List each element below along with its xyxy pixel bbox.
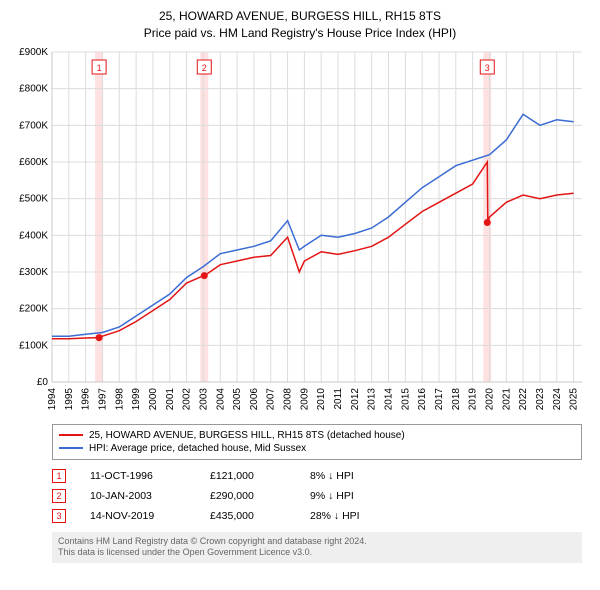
svg-text:2008: 2008 xyxy=(283,387,294,410)
svg-text:2024: 2024 xyxy=(552,387,563,410)
sale-date: 14-NOV-2019 xyxy=(90,510,210,522)
svg-text:2018: 2018 xyxy=(451,387,462,410)
svg-text:£500K: £500K xyxy=(19,193,48,204)
attribution: Contains HM Land Registry data © Crown c… xyxy=(52,532,582,563)
svg-text:£800K: £800K xyxy=(19,83,48,94)
legend-label: 25, HOWARD AVENUE, BURGESS HILL, RH15 8T… xyxy=(89,430,405,441)
svg-text:£900K: £900K xyxy=(19,48,48,58)
sale-delta: 28% ↓ HPI xyxy=(310,510,360,522)
svg-text:2003: 2003 xyxy=(198,387,209,410)
legend-swatch xyxy=(59,447,83,449)
title-address: 25, HOWARD AVENUE, BURGESS HILL, RH15 8T… xyxy=(10,8,590,25)
svg-text:1995: 1995 xyxy=(64,387,75,410)
svg-text:2005: 2005 xyxy=(232,387,243,410)
svg-text:2014: 2014 xyxy=(384,387,395,410)
svg-text:2002: 2002 xyxy=(182,387,193,410)
svg-text:£700K: £700K xyxy=(19,120,48,131)
legend-label: HPI: Average price, detached house, Mid … xyxy=(89,443,306,454)
svg-text:2021: 2021 xyxy=(501,387,512,410)
svg-text:3: 3 xyxy=(485,63,490,73)
sales-table: 1 11-OCT-1996 £121,000 8% ↓ HPI 2 10-JAN… xyxy=(52,466,590,526)
svg-text:2013: 2013 xyxy=(367,387,378,410)
legend-swatch xyxy=(59,434,83,436)
svg-text:2007: 2007 xyxy=(266,387,277,410)
svg-text:2017: 2017 xyxy=(434,387,445,410)
svg-text:2025: 2025 xyxy=(569,387,580,410)
svg-text:2016: 2016 xyxy=(417,387,428,410)
svg-text:2020: 2020 xyxy=(484,387,495,410)
svg-text:2: 2 xyxy=(202,63,207,73)
sale-price: £435,000 xyxy=(210,510,310,522)
sale-delta: 9% ↓ HPI xyxy=(310,490,354,502)
legend-item: 25, HOWARD AVENUE, BURGESS HILL, RH15 8T… xyxy=(59,429,575,442)
svg-text:2023: 2023 xyxy=(535,387,546,410)
svg-text:1996: 1996 xyxy=(81,387,92,410)
svg-text:2000: 2000 xyxy=(148,387,159,410)
svg-text:2009: 2009 xyxy=(299,387,310,410)
svg-text:2011: 2011 xyxy=(333,387,344,409)
svg-text:£100K: £100K xyxy=(19,340,48,351)
svg-text:1: 1 xyxy=(97,63,102,73)
sale-row: 1 11-OCT-1996 £121,000 8% ↓ HPI xyxy=(52,466,590,486)
svg-text:2022: 2022 xyxy=(518,387,529,410)
svg-text:2001: 2001 xyxy=(165,387,176,410)
sale-price: £290,000 xyxy=(210,490,310,502)
svg-text:2004: 2004 xyxy=(215,387,226,410)
attribution-line: Contains HM Land Registry data © Crown c… xyxy=(58,536,576,548)
legend-item: HPI: Average price, detached house, Mid … xyxy=(59,442,575,455)
chart-container: 25, HOWARD AVENUE, BURGESS HILL, RH15 8T… xyxy=(0,0,600,569)
attribution-line: This data is licensed under the Open Gov… xyxy=(58,547,576,559)
legend: 25, HOWARD AVENUE, BURGESS HILL, RH15 8T… xyxy=(52,424,582,460)
sale-row: 2 10-JAN-2003 £290,000 9% ↓ HPI xyxy=(52,486,590,506)
svg-text:£600K: £600K xyxy=(19,157,48,168)
svg-text:£0: £0 xyxy=(37,377,49,388)
sale-date: 11-OCT-1996 xyxy=(90,470,210,482)
sale-delta: 8% ↓ HPI xyxy=(310,470,354,482)
chart-title: 25, HOWARD AVENUE, BURGESS HILL, RH15 8T… xyxy=(10,8,590,42)
svg-text:£400K: £400K xyxy=(19,230,48,241)
title-subtitle: Price paid vs. HM Land Registry's House … xyxy=(10,25,590,42)
svg-text:2006: 2006 xyxy=(249,387,260,410)
sale-marker-icon: 3 xyxy=(52,509,66,523)
svg-text:2015: 2015 xyxy=(400,387,411,410)
chart-area: £0 £100K £200K £300K £400K £500K £600K £700K £80… xyxy=(10,48,590,418)
svg-text:1997: 1997 xyxy=(97,387,108,410)
svg-text:£300K: £300K xyxy=(19,267,48,278)
svg-text:2010: 2010 xyxy=(316,387,327,410)
svg-text:2012: 2012 xyxy=(350,387,361,410)
sale-date: 10-JAN-2003 xyxy=(90,490,210,502)
svg-text:£200K: £200K xyxy=(19,303,48,314)
sale-marker-icon: 1 xyxy=(52,469,66,483)
svg-text:1999: 1999 xyxy=(131,387,142,410)
sale-price: £121,000 xyxy=(210,470,310,482)
sale-row: 3 14-NOV-2019 £435,000 28% ↓ HPI xyxy=(52,506,590,526)
svg-text:1994: 1994 xyxy=(47,387,58,410)
svg-text:2019: 2019 xyxy=(468,387,479,410)
sale-marker-icon: 2 xyxy=(52,489,66,503)
svg-text:1998: 1998 xyxy=(114,387,125,410)
line-chart-svg: £0 £100K £200K £300K £400K £500K £600K £700K £80… xyxy=(10,48,590,418)
